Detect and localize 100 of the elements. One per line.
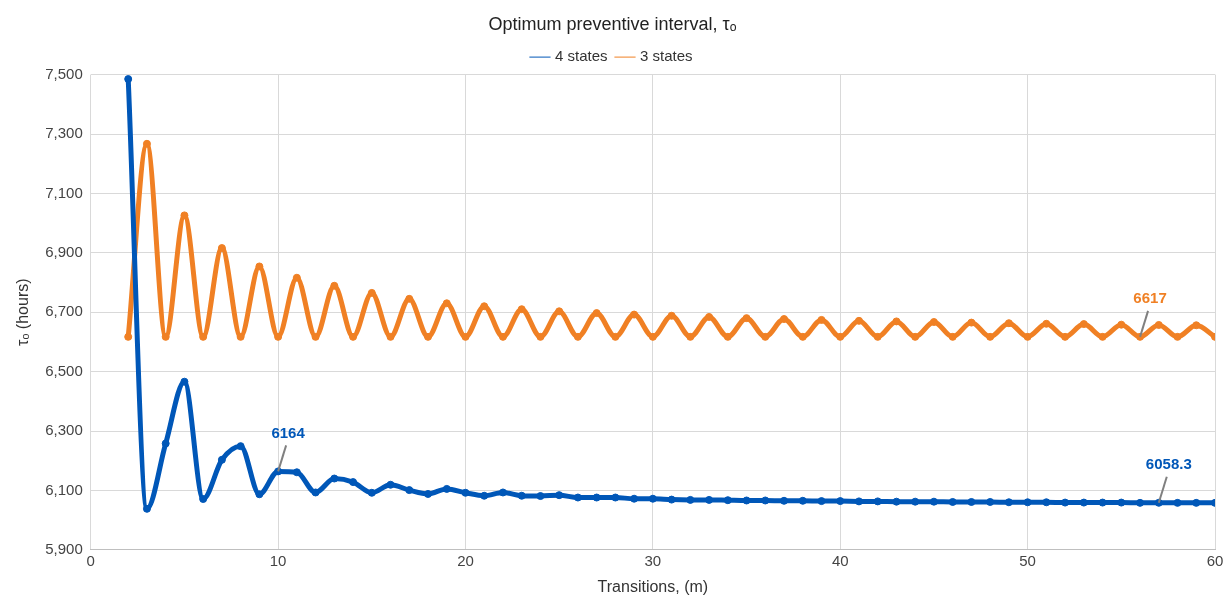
point [1173,498,1182,507]
point [498,332,507,341]
point [405,486,414,495]
point [255,490,264,499]
point [592,493,601,502]
point [461,488,470,497]
point [1042,319,1051,328]
point [1173,332,1182,341]
point [854,497,863,506]
x-tick-label: 50 [1019,551,1036,569]
point [480,302,489,311]
y-tick-label: 6,100 [45,480,83,498]
point [311,488,320,497]
point [180,377,189,386]
point [630,310,639,319]
point [986,332,995,341]
y-tick-label: 7,300 [45,124,83,142]
y-tick-label: 5,900 [45,539,83,557]
x-axis-title: Transitions, (m) [597,577,709,595]
point [723,332,732,341]
point [798,332,807,341]
point [1079,498,1088,507]
point [199,495,208,504]
point [630,494,639,503]
x-tick-label: 20 [457,551,474,569]
point [705,312,714,321]
x-tick-label: 40 [831,551,849,569]
point [236,332,245,341]
point [1042,498,1051,507]
point [648,332,657,341]
point [292,468,301,477]
point [780,315,789,324]
point [161,332,170,341]
point [967,497,976,506]
point [836,497,845,506]
point [292,273,301,282]
point [836,332,845,341]
point [686,495,695,504]
legend-label: 3 states [640,47,693,65]
point [424,489,433,498]
point [1023,332,1032,341]
point [424,332,433,341]
annotation: 6164 [271,424,306,442]
point [367,488,376,497]
point [442,299,451,308]
x-tick-label: 0 [86,551,95,569]
point [798,496,807,505]
point [1154,320,1163,329]
point [892,497,901,506]
point [517,491,526,500]
x-tick-label: 30 [644,551,662,569]
point [461,332,470,341]
point [311,332,320,341]
point [1117,320,1126,329]
point [648,494,657,503]
point [986,497,995,506]
point [536,492,545,501]
y-tick-label: 6,900 [45,242,83,260]
point [330,474,339,483]
point [386,480,395,489]
point [217,455,226,464]
point [611,332,620,341]
point [236,442,245,451]
point [948,497,957,506]
point [1004,319,1013,328]
point [742,496,751,505]
point [405,294,414,303]
point [761,496,770,505]
y-tick-label: 7,500 [45,64,83,82]
point [1192,321,1201,330]
point [911,332,920,341]
point [274,332,283,341]
point [349,478,358,487]
point [873,332,882,341]
chart-title: Optimum preventive interval, τₒ [488,13,737,34]
legend-label: 4 states [554,47,608,65]
y-tick-label: 7,100 [45,183,83,201]
point [705,495,714,504]
point [480,491,489,500]
point [892,317,901,326]
point [555,307,564,316]
point [573,493,582,502]
point [367,288,376,297]
point [1098,498,1107,507]
point [555,491,564,500]
point [742,314,751,323]
x-tick-label: 10 [269,551,287,569]
y-tick-label: 6,500 [45,361,83,379]
point [536,332,545,341]
point [780,496,789,505]
point [255,262,264,271]
point [217,244,226,253]
point [1023,498,1032,507]
point [686,332,695,341]
point [723,496,732,505]
point [180,211,189,220]
x-tick-label: 60 [1206,551,1224,569]
point [573,332,582,341]
point [142,139,151,148]
point [199,332,208,341]
